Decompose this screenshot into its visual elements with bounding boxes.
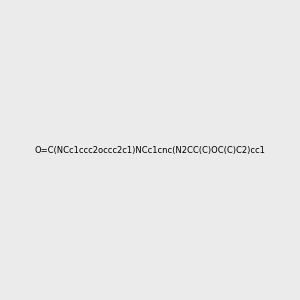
Text: O=C(NCc1ccc2occc2c1)NCc1cnc(N2CC(C)OC(C)C2)cc1: O=C(NCc1ccc2occc2c1)NCc1cnc(N2CC(C)OC(C)… xyxy=(34,146,266,154)
